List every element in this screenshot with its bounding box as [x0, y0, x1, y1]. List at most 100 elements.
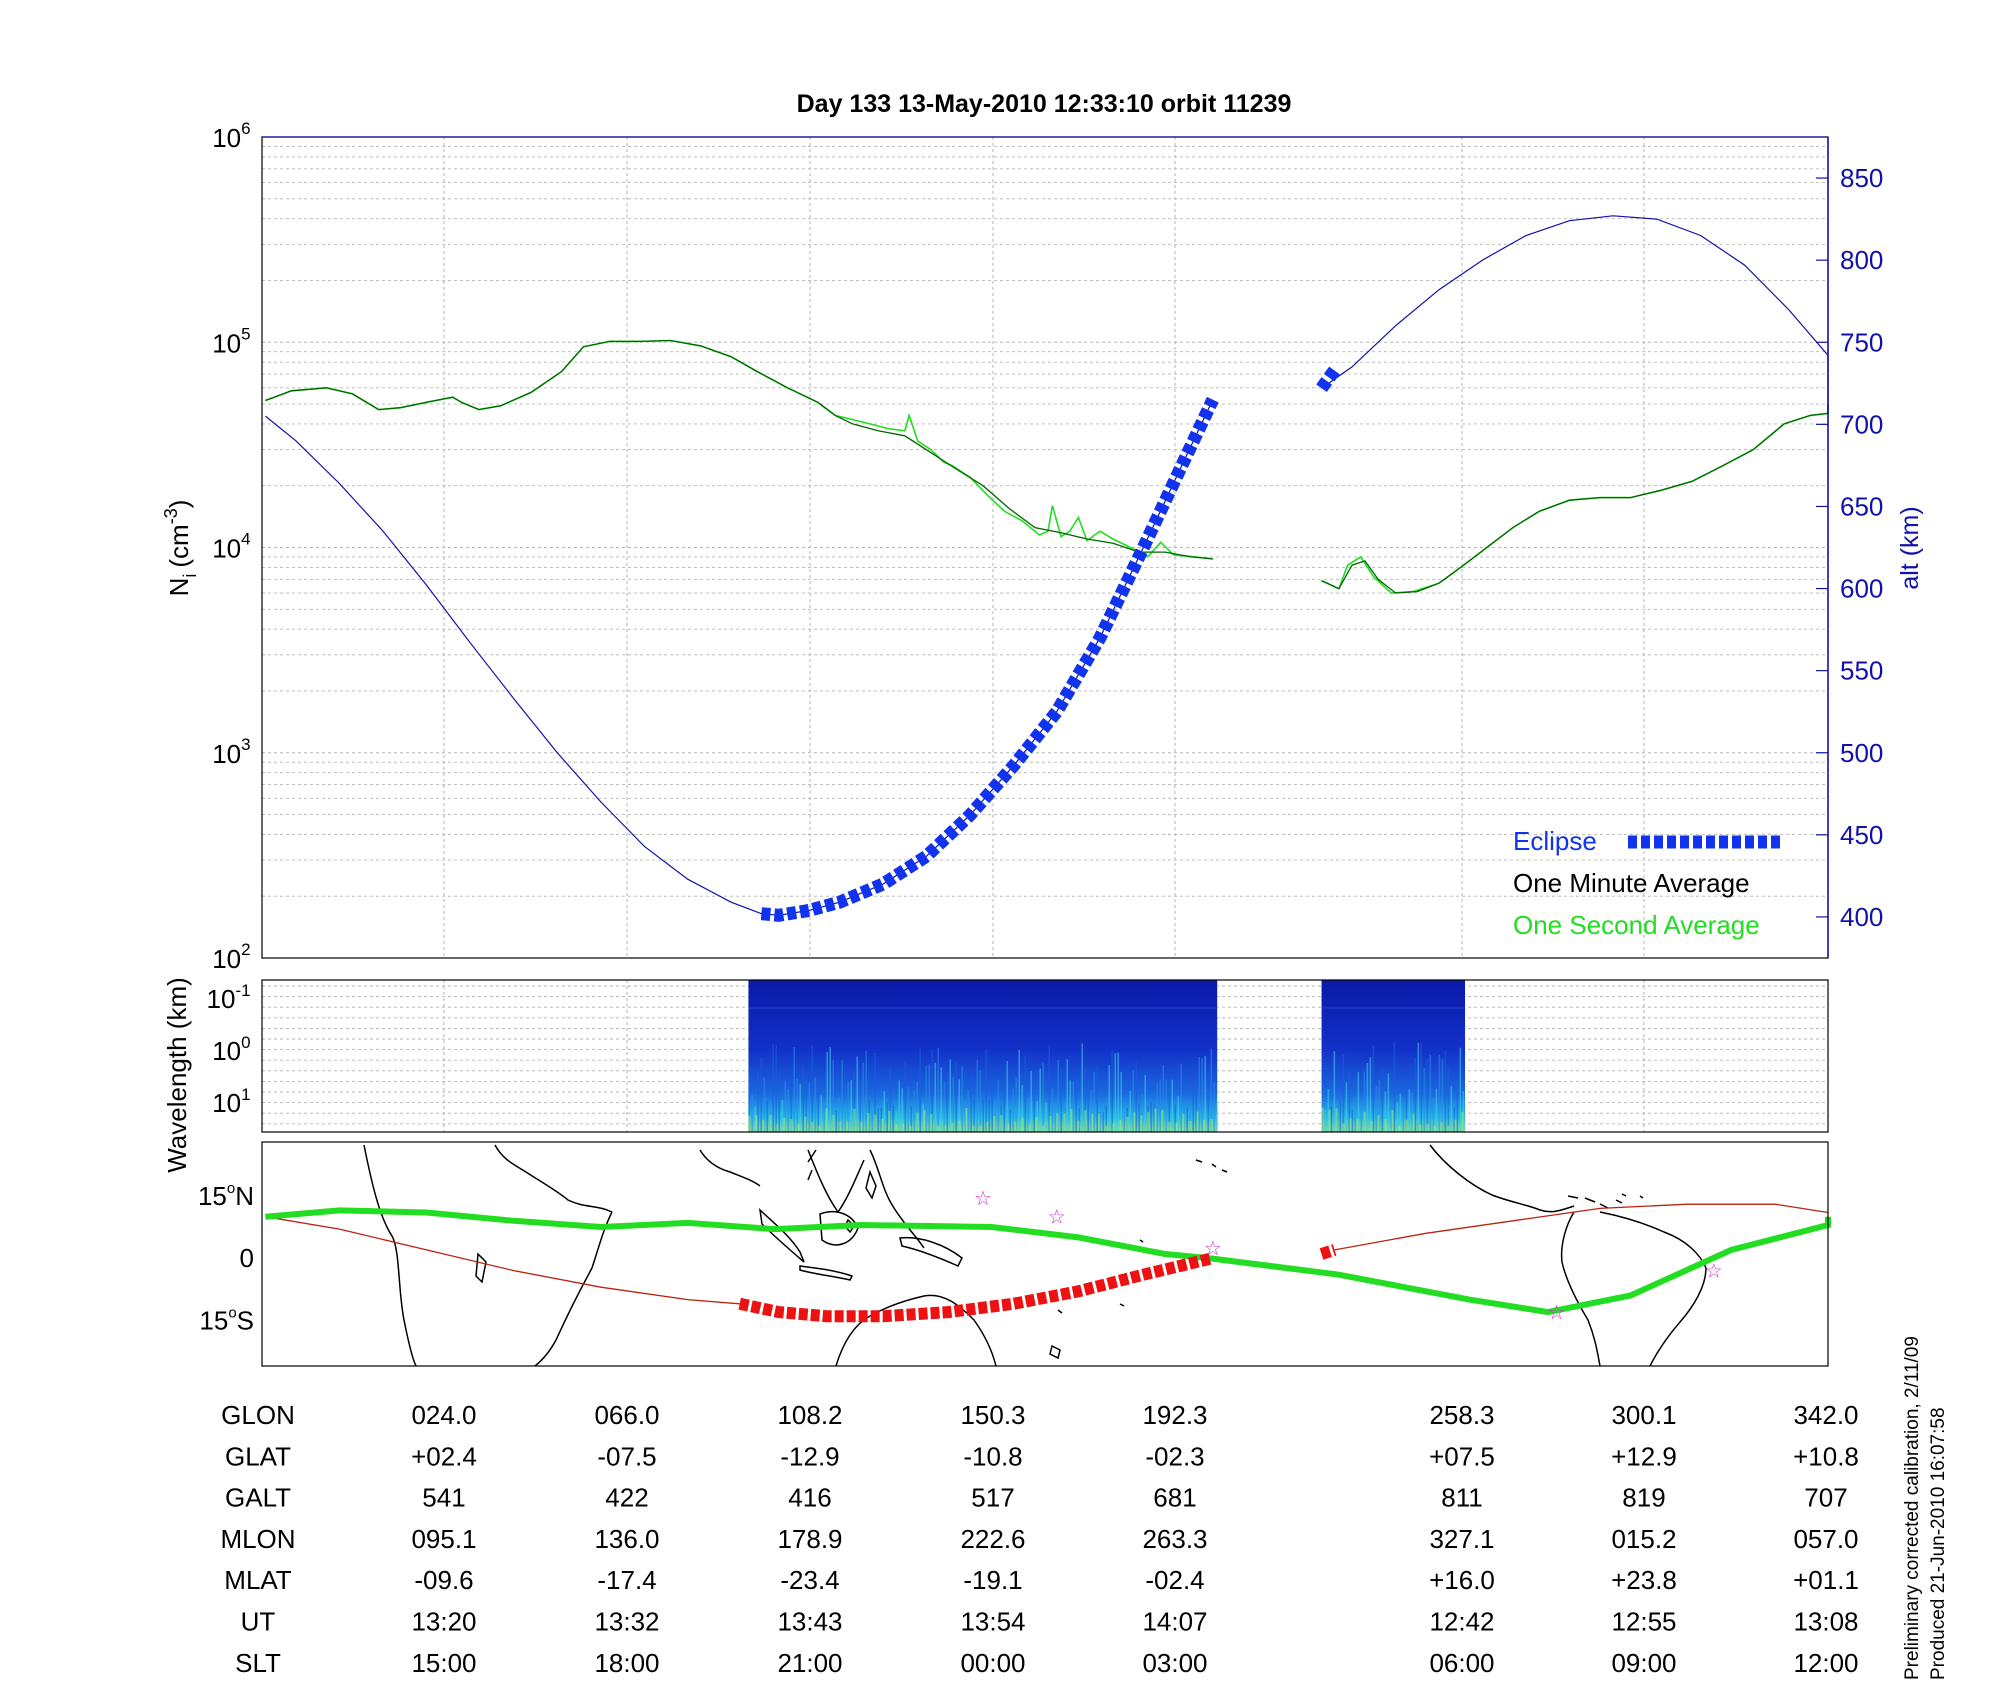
alt-tick-label: 500	[1840, 738, 1883, 768]
spectrogram-streak	[902, 1123, 905, 1132]
spectrogram-streak	[1069, 1080, 1072, 1132]
table-cell: 095.1	[411, 1524, 476, 1554]
star-marker: ☆	[974, 1188, 992, 1210]
spectrogram-streak	[1345, 1082, 1348, 1132]
table-cell: 541	[422, 1483, 465, 1513]
arabia-coast	[699, 1149, 761, 1187]
spectrogram-streak	[952, 1076, 955, 1132]
map-y-tick-label: 0	[240, 1243, 254, 1273]
spectrogram-streak	[1049, 1115, 1052, 1132]
spectrogram-streak	[1327, 1088, 1330, 1132]
spectrogram-streak	[976, 1060, 979, 1132]
alt-tick-label: 650	[1840, 491, 1883, 521]
spectrogram-streak	[762, 1119, 765, 1132]
spectrogram-streak	[1370, 1120, 1373, 1132]
new-guinea	[899, 1236, 963, 1267]
spectrogram-streak	[874, 1052, 877, 1132]
spectrogram-streak	[1135, 1062, 1138, 1132]
wavelength-axis-label: Wavelength (km)	[162, 977, 192, 1173]
spectrogram-streak	[958, 1120, 961, 1132]
spectrogram-streak	[1419, 1124, 1422, 1132]
alt-axis-label: alt (km)	[1896, 506, 1924, 589]
spectrogram-streak	[1414, 1057, 1417, 1132]
spectrogram-streak	[916, 1081, 919, 1132]
eclipse-line	[1316, 366, 1340, 393]
spectrogram-streak	[1357, 1072, 1360, 1132]
spectrogram-streak	[769, 1114, 772, 1132]
spectrogram-streak	[1189, 1120, 1192, 1132]
spectrogram-streak	[901, 1088, 904, 1132]
spectrogram-streak	[1117, 1052, 1120, 1132]
spectrogram-streak	[951, 1122, 954, 1132]
spectrogram-streak	[760, 1057, 763, 1132]
spectrogram-streak	[1112, 1123, 1115, 1132]
spectrogram-streak	[1412, 1114, 1415, 1132]
spectrogram-streak	[1066, 1059, 1069, 1132]
spectrogram-streak	[796, 1079, 799, 1132]
spectrogram-streak	[1000, 1115, 1003, 1132]
alt-tick-label: 450	[1840, 820, 1883, 850]
spectrogram-streak	[1077, 1120, 1080, 1132]
map-plot-frame	[261, 1141, 1829, 1367]
table-cell: -09.6	[414, 1565, 473, 1595]
spectrogram-streak	[1393, 1042, 1396, 1132]
altitude-line	[1321, 215, 1829, 412]
spectrogram-streak	[1180, 1063, 1183, 1132]
table-cell: 150.3	[960, 1400, 1025, 1430]
spectrogram-streak	[931, 1049, 934, 1132]
spectrogram-streak	[1426, 1058, 1429, 1132]
sumatra	[758, 1208, 805, 1263]
spectrogram-streak	[1450, 1086, 1453, 1132]
spectrogram-streak	[811, 1045, 814, 1132]
se-asia-coast	[869, 1149, 925, 1249]
spectrogram-streak	[1342, 1054, 1345, 1132]
table-row-label: UT	[241, 1607, 276, 1637]
spectrogram-streak	[910, 1106, 913, 1132]
legend-one-minute-label: One Minute Average	[1513, 868, 1750, 898]
spectrogram-streak	[909, 1125, 912, 1132]
table-cell: 13:08	[1793, 1607, 1858, 1637]
spectrogram-streak	[985, 1049, 988, 1132]
caribbean	[1567, 1195, 1623, 1209]
table-cell: +23.8	[1611, 1565, 1677, 1595]
spectrogram-streak	[913, 1090, 916, 1132]
spectrogram-streak	[783, 1117, 786, 1132]
africa-coast-north	[494, 1144, 613, 1213]
table-cell: 00:00	[960, 1648, 1025, 1678]
map-panel: ☆ ☆ ☆ ☆ ☆ 15oN 0 15oS	[198, 1141, 1831, 1367]
spectrogram-streak	[1056, 1113, 1059, 1132]
spectrogram-streak	[1461, 1111, 1464, 1132]
table-row-label: GLAT	[225, 1441, 291, 1471]
ni-y-tick-label: 105	[212, 324, 252, 358]
spectrogram-streak	[1440, 1122, 1443, 1132]
ni-grid	[262, 137, 1828, 959]
ni-y-tick-labels: 102 103 104 105 106	[212, 119, 252, 974]
spectrogram-streak	[930, 1114, 933, 1132]
spectrogram-streak	[820, 1095, 823, 1132]
spectrogram-streak	[1408, 1089, 1411, 1132]
spectrogram-streak	[1328, 1109, 1331, 1132]
table-cell: -10.8	[963, 1441, 1022, 1471]
spectrogram-streak	[1213, 1083, 1216, 1132]
spectrogram-streak	[853, 1070, 856, 1132]
spectrogram-streak	[1105, 1125, 1108, 1132]
legend-one-second-label: One Second Average	[1513, 910, 1760, 940]
spectrogram-streak	[846, 1121, 849, 1132]
spectrogram-streak	[1090, 1090, 1093, 1132]
spectrogram-streak	[874, 1114, 877, 1132]
spectrogram-streak	[823, 1102, 826, 1132]
spectrogram-streak	[1396, 1101, 1399, 1132]
spectrogram-streak	[839, 1121, 842, 1132]
spectrogram-streak	[1444, 1050, 1447, 1132]
spectrogram-streak	[1147, 1112, 1150, 1132]
spectrogram-streak	[1084, 1110, 1087, 1132]
spectrogram-streak	[1060, 1069, 1063, 1132]
spectrogram-streak	[979, 1125, 982, 1132]
spectrogram-streak	[1028, 1124, 1031, 1132]
spectrogram-streak	[817, 1080, 820, 1132]
spectrogram-streak	[860, 1121, 863, 1132]
spectrogram-streak	[1159, 1079, 1162, 1132]
table-cell: 015.2	[1611, 1524, 1676, 1554]
spectrogram-streak	[1006, 1061, 1009, 1132]
